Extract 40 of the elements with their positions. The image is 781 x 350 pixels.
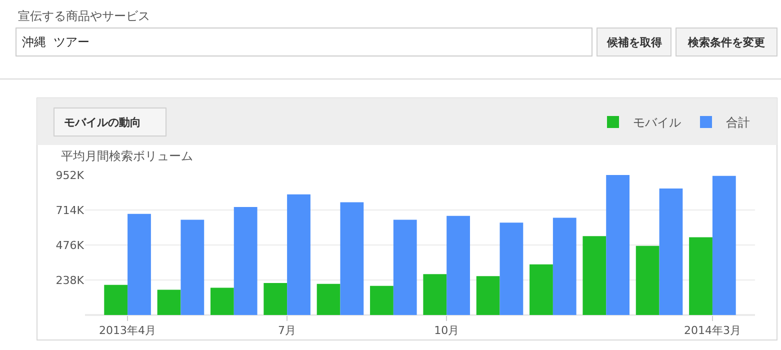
y-axis-title: 平均月間検索ボリューム [61,149,193,163]
bar [264,282,288,315]
bar [659,188,683,315]
bar [104,284,128,315]
legend-label: 合計 [726,116,750,130]
bar [636,246,660,315]
x-tick-label: 2014年3月 [684,324,741,338]
text: 沖縄 ツアー [22,35,90,49]
y-tick-label: 952K [56,168,85,182]
bar [500,222,524,315]
bar [712,176,736,315]
bar [530,264,553,315]
bar [316,284,340,315]
bar [287,194,310,315]
bar [180,220,204,315]
bar [234,207,258,315]
text: 候補を取得 [606,36,662,49]
text: 検索条件を変更 [687,36,765,49]
bar [606,175,630,315]
text: モバイルの動向 [64,116,141,129]
y-tick-label: 714K [56,204,85,217]
bar [340,202,364,315]
legend-label: モバイル [633,116,681,130]
bar [423,274,447,315]
x-tick-label: 7月 [278,324,296,338]
bar [476,276,500,315]
x-tick-label: 10月 [434,324,460,338]
bar [210,288,234,315]
bar [393,220,417,315]
y-tick-label: 238K [56,274,85,287]
x-tick-label: 2013年4月 [99,324,156,338]
y-tick-label: 476K [56,238,85,252]
bar [370,286,394,315]
bar [689,237,712,315]
bar [128,214,151,315]
bar [552,218,576,315]
bar [582,236,606,315]
text: 宣伝する商品やサービス [18,9,150,23]
bar [157,290,181,315]
bar [446,216,470,315]
